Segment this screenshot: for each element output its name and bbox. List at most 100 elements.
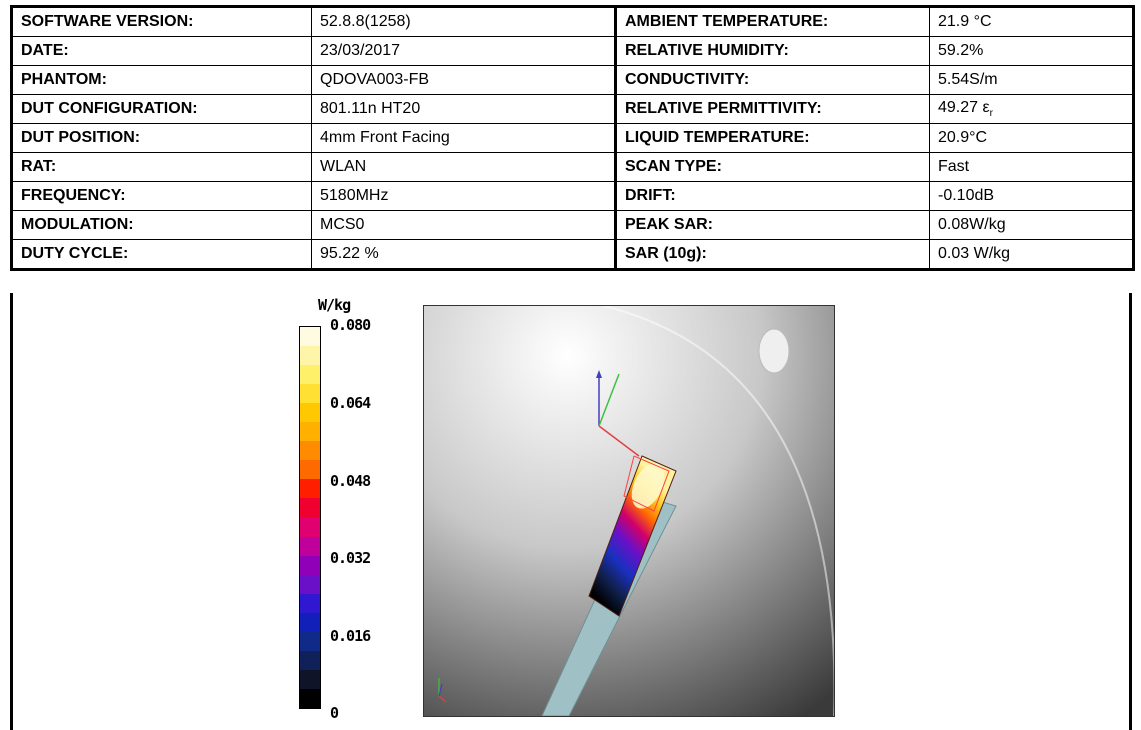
colorbar-segment [300,555,320,575]
param-value-text: 5180MHz [320,187,389,204]
scan-grid [623,455,670,512]
param-value: MCS0 [311,210,616,240]
param-label: RELATIVE PERMITTIVITY: [614,94,930,124]
param-value-text: 95.22 % [320,245,379,262]
phantom-hole [758,328,790,374]
param-label: SOFTWARE VERSION: [11,6,312,37]
param-value: Fast [929,152,1134,182]
param-value-text: 20.9°C [938,129,988,146]
param-value-text: 0.03 W/kg [938,245,1011,262]
colorbar-tick-label: 0.032 [330,549,371,567]
param-label-text: PEAK SAR: [625,216,714,233]
param-value: 0.03 W/kg [929,239,1134,270]
param-value-text: Fast [938,158,970,175]
param-label-text: RELATIVE HUMIDITY: [625,42,789,59]
param-value: 801.11n HT20 [311,94,616,124]
param-label-text: LIQUID TEMPERATURE: [625,129,810,146]
colorbar-unit: W/kg [318,296,351,314]
param-label: LIQUID TEMPERATURE: [614,123,930,153]
colorbar-tick-label: 0.080 [330,316,371,334]
param-label-text: DUT CONFIGURATION: [21,100,198,117]
param-label: FREQUENCY: [11,181,312,211]
corner-axis-icon [438,678,447,703]
param-label: RELATIVE HUMIDITY: [614,36,930,66]
param-label: DUT POSITION: [11,123,312,153]
param-label-text: CONDUCTIVITY: [625,71,750,88]
param-label: PHANTOM: [11,65,312,95]
param-value-text: 4mm Front Facing [320,129,450,146]
param-value: 4mm Front Facing [311,123,616,153]
parameter-row: DATE: 23/03/2017 RELATIVE HUMIDITY: 59.2% [11,36,1134,66]
param-value: 0.08W/kg [929,210,1134,240]
colorbar-segment [300,365,320,385]
param-label: DRIFT: [614,181,930,211]
param-value-text: 23/03/2017 [320,42,401,59]
colorbar-tick-label: 0.048 [330,472,371,490]
axis-gizmo [596,370,640,457]
param-label: DUT CONFIGURATION: [11,94,312,124]
param-value: 59.2% [929,36,1134,66]
sar-distribution-image [423,305,835,717]
param-label-text: DATE: [21,42,69,59]
measurement-parameters-table: SOFTWARE VERSION: 52.8.8(1258) AMBIENT TEM… [10,5,1135,271]
param-label: DATE: [11,36,312,66]
param-label: RAT: [11,152,312,182]
param-label-text: RELATIVE PERMITTIVITY: [625,100,822,117]
parameter-row: RAT: WLAN SCAN TYPE: Fast [11,152,1134,182]
colorbar-segment [300,517,320,537]
colorbar-segment [300,669,320,689]
param-label-text: MODULATION: [21,216,134,233]
param-value: 23/03/2017 [311,36,616,66]
param-value-text: 801.11n HT20 [320,100,421,117]
phantom-edge [603,306,834,716]
param-value: -0.10dB [929,181,1134,211]
parameter-row: DUTY CYCLE: 95.22 % SAR (10g): 0.03 W/kg [11,239,1134,270]
param-value-text: 0.08W/kg [938,216,1006,233]
colorbar-segment [300,479,320,499]
param-value: 49.27 εr [929,94,1134,124]
param-value-text: 49.27 ε [938,98,990,116]
colorbar-tick-label: 0.016 [330,627,371,645]
colorbar-segment [300,593,320,613]
param-value-text: 21.9 °C [938,13,992,30]
colorbar-segment [300,612,320,632]
colorbar-segment [300,384,320,404]
param-value-text: MCS0 [320,216,365,233]
param-label-text: DUTY CYCLE: [21,245,129,262]
colorbar-tick-label: 0.064 [330,394,371,412]
permittivity-subscript: r [989,108,993,120]
param-value: WLAN [311,152,616,182]
param-value-text: QDOVA003-FB [320,71,430,88]
param-value-text: 5.54S/m [938,71,998,88]
colorbar-segment [300,346,320,366]
param-label: SAR (10g): [614,239,930,270]
parameter-row: FREQUENCY: 5180MHz DRIFT: -0.10dB [11,181,1134,211]
parameter-row: PHANTOM: QDOVA003-FB CONDUCTIVITY: 5.54S/m [11,65,1134,95]
sar-report: SOFTWARE VERSION: 52.8.8(1258) AMBIENT TEM… [10,5,1135,730]
colorbar-segment [300,403,320,423]
sar-colorbar [299,326,321,709]
param-label: CONDUCTIVITY: [614,65,930,95]
param-value: QDOVA003-FB [311,65,616,95]
param-value: 95.22 % [311,239,616,270]
param-label-text: FREQUENCY: [21,187,126,204]
parameter-row: SOFTWARE VERSION: 52.8.8(1258) AMBIENT TEM… [11,6,1134,37]
param-label-text: DRIFT: [625,187,676,204]
sar-peak [631,463,665,509]
param-label-text: SAR (10g): [625,245,707,262]
param-value-text: 52.8.8(1258) [320,13,411,30]
parameter-row: DUT CONFIGURATION: 801.11n HT20 RELATIVE P… [11,94,1134,124]
param-value: 21.9 °C [929,6,1134,37]
param-label: DUTY CYCLE: [11,239,312,270]
parameter-row: DUT POSITION: 4mm Front Facing LIQUID TEMP… [11,123,1134,153]
param-label: AMBIENT TEMPERATURE: [614,6,930,37]
param-value: 5180MHz [311,181,616,211]
param-label: MODULATION: [11,210,312,240]
colorbar-tick-label: 0 [330,704,339,722]
colorbar-segment [300,441,320,461]
param-label-text: PHANTOM: [21,71,107,88]
param-label-text: RAT: [21,158,57,175]
colorbar-segment [300,536,320,556]
parameter-row: MODULATION: MCS0 PEAK SAR: 0.08W/kg [11,210,1134,240]
param-value-text: WLAN [320,158,367,175]
